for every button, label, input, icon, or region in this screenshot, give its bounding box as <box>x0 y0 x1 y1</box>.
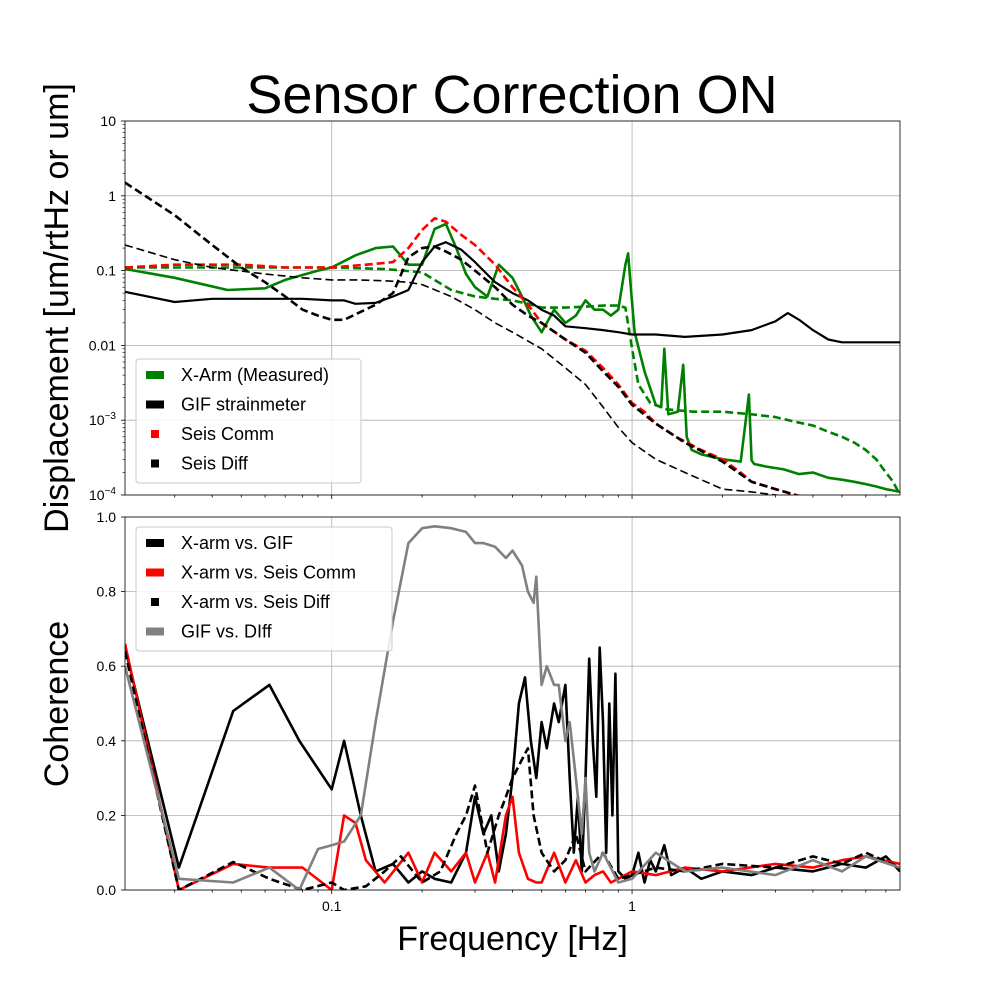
series-line <box>125 646 900 884</box>
top-panel: 10 1 0.1 0.01 10−3 10−4 Displacement [um/rtHz … <box>38 83 901 533</box>
legend-label: Seis Comm <box>181 424 274 444</box>
legend-label: X-arm vs. GIF <box>181 533 293 553</box>
y-tick-label: 10 <box>100 113 116 129</box>
plot-frame <box>124 516 901 891</box>
x-tick-label: 1 <box>628 898 636 914</box>
legend-swatch <box>151 598 159 606</box>
y-tick-label: 0.2 <box>97 807 117 823</box>
series-group <box>125 181 900 495</box>
x-tick-label: 0.1 <box>322 898 342 914</box>
y-ticks: 10 1 0.1 0.01 10−3 10−4 <box>89 113 125 503</box>
series-line <box>125 181 799 495</box>
y-tick-label: 10−4 <box>89 486 116 503</box>
y-tick-label: 10−3 <box>89 411 116 428</box>
plot-frame <box>124 120 901 496</box>
series-line <box>125 651 900 890</box>
series-line <box>125 217 803 495</box>
x-axis-label: Frequency [Hz] <box>397 920 628 958</box>
y-tick-label: 1.0 <box>97 509 117 525</box>
y-tick-label: 0.6 <box>97 658 117 674</box>
y-axis-label: Displacement [um/rtHz or um] <box>38 83 76 533</box>
series-line <box>125 266 900 495</box>
bottom-panel: 0.1 10.00.20.40.60.81.0CoherenceFrequency… <box>38 509 901 958</box>
legend-swatch <box>146 400 164 409</box>
legend-label: GIF strainmeter <box>181 395 306 415</box>
legend-swatch <box>151 430 159 438</box>
legend-label: Seis Diff <box>181 454 249 474</box>
legend: X-Arm (Measured) GIF strainmeter Seis Comm… <box>135 358 362 484</box>
legend-label: X-Arm (Measured) <box>181 365 329 385</box>
series-line <box>125 525 900 890</box>
legend-swatch <box>146 539 164 547</box>
legend-swatch <box>146 568 164 577</box>
legend-label: X-arm vs. Seis Comm <box>181 563 356 583</box>
legend-swatch <box>146 627 164 636</box>
series-line <box>125 241 900 344</box>
y-tick-label: 0.4 <box>97 733 117 749</box>
legend-swatch <box>151 459 159 468</box>
legend-box <box>135 526 393 652</box>
y-tick-label: 0.1 <box>97 263 117 279</box>
legend-label: GIF vs. DIff <box>181 622 273 642</box>
chart-title: Sensor Correction ON <box>246 65 777 125</box>
series-line <box>125 244 781 495</box>
y-tick-label: 0.8 <box>97 584 117 600</box>
x-ticks: 0.1 1 <box>174 890 887 914</box>
series-line <box>125 222 900 494</box>
series-line <box>125 643 900 890</box>
legend: X-arm vs. GIF X-arm vs. Seis Comm X-arm vs… <box>135 526 393 652</box>
y-tick-label: 0.01 <box>89 337 116 353</box>
y-ticks: 0.0 0.2 0.4 0.6 0.8 1.0 <box>97 509 125 898</box>
series-group <box>125 525 900 890</box>
legend-label: X-arm vs. Seis Diff <box>181 592 331 612</box>
y-tick-label: 0.0 <box>97 882 117 898</box>
legend-box <box>135 358 362 484</box>
y-tick-label: 1 <box>108 188 116 204</box>
legend-swatch <box>146 371 164 379</box>
x-ticks <box>174 495 887 499</box>
y-axis-label: Coherence <box>38 621 76 787</box>
